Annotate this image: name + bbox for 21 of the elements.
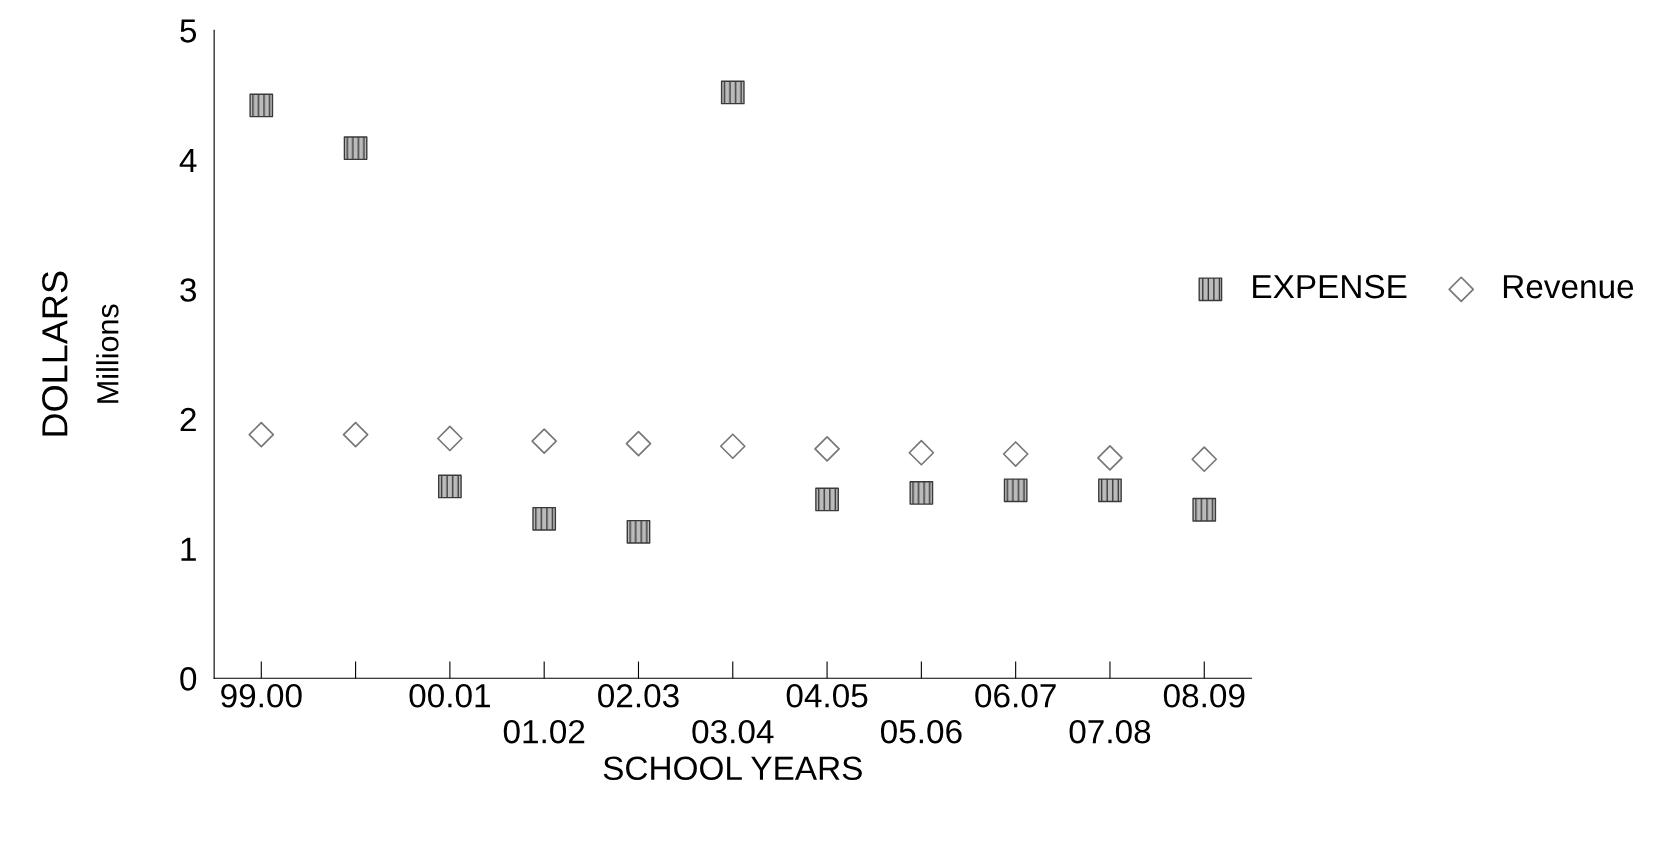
y-tick-label: 0 xyxy=(180,667,197,691)
x-tick-label: 99.00 xyxy=(221,683,302,708)
y-tick-label: 4 xyxy=(179,148,197,172)
legend-label: EXPENSE xyxy=(1253,274,1407,299)
y-tick-label: 3 xyxy=(180,278,197,302)
x-tick-label: 02.03 xyxy=(598,683,679,708)
legend-label: Revenue xyxy=(1503,275,1634,299)
text: Millions xyxy=(96,304,119,403)
x-tick-label: 00.01 xyxy=(409,683,490,708)
x-tick-label: 01.02 xyxy=(503,719,585,744)
x-axis-title: SCHOOL YEARS xyxy=(603,756,862,781)
y-tick-label: 1 xyxy=(181,537,196,561)
x-tick-label: 08.09 xyxy=(1163,683,1245,708)
x-tick-label: 07.08 xyxy=(1069,719,1151,744)
x-tick-label: 06.07 xyxy=(975,683,1056,708)
x-tick-label: 03.04 xyxy=(692,719,774,744)
x-tick-label: 05.06 xyxy=(880,719,962,744)
y-axis-title: DOLLARS xyxy=(42,271,68,436)
y-tick-label: 5 xyxy=(180,19,197,43)
x-tick-label: 04.05 xyxy=(786,683,868,708)
y-tick-label: 2 xyxy=(180,407,196,432)
